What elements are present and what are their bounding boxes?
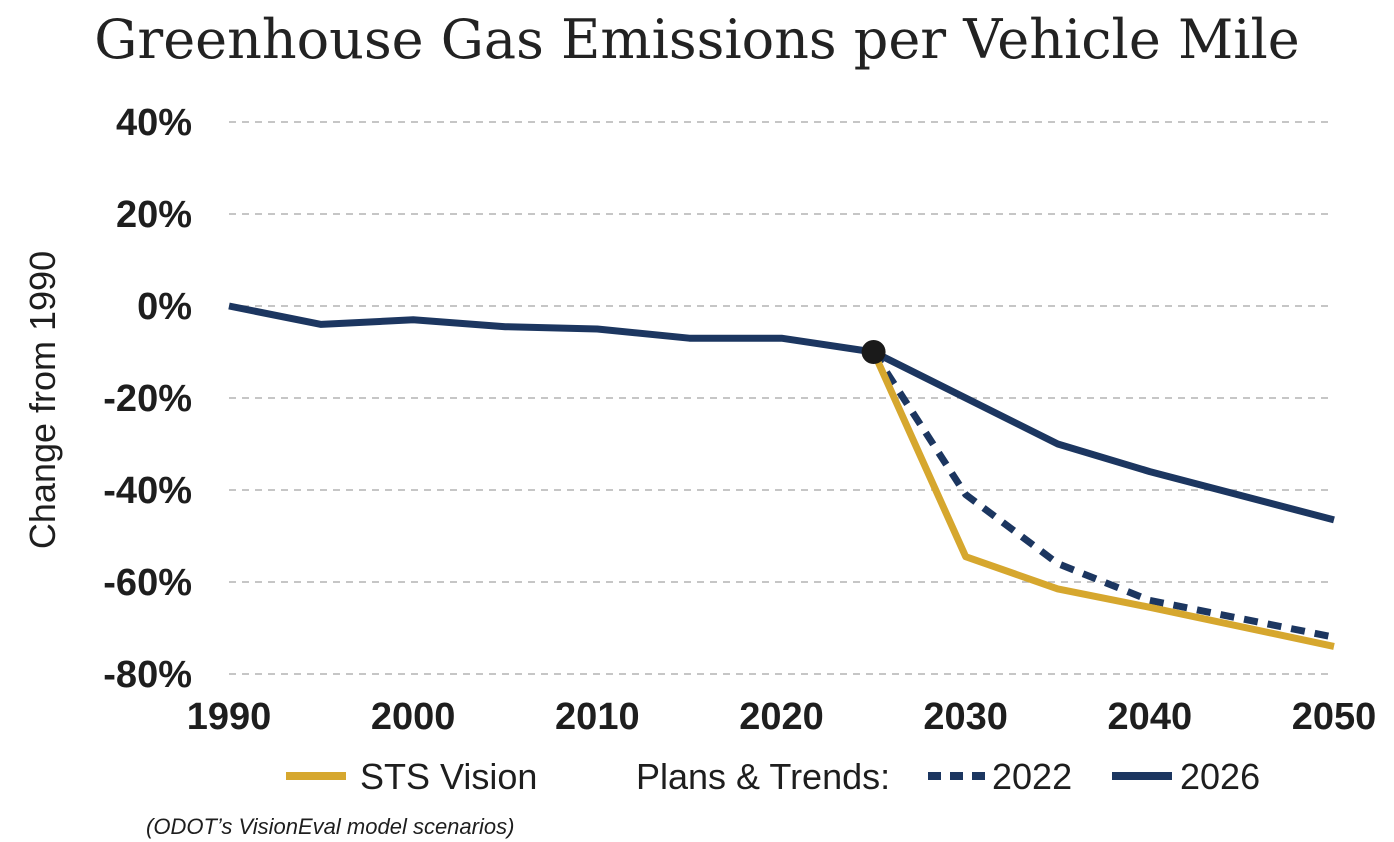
series-line-2026 (228, 302, 1335, 524)
x-tick-label: 2010 (555, 696, 640, 738)
y-tick-label: 20% (116, 194, 192, 236)
y-tick-label: -80% (103, 654, 192, 696)
y-tick-label: 0% (137, 286, 192, 328)
marker-point (861, 340, 886, 364)
legend-group-label: Plans & Trends: (636, 756, 890, 797)
x-tick-label: 2030 (923, 696, 1008, 738)
x-tick-label: 2000 (371, 696, 456, 738)
marker-layer (861, 340, 886, 364)
series-line-2022 (870, 350, 1335, 641)
legend-label-2022: 2022 (992, 756, 1072, 797)
series-lines (228, 302, 1335, 650)
y-axis-label: Change from 1990 (22, 251, 63, 549)
legend: STS Vision Plans & Trends: 2022 2026 (286, 756, 1260, 797)
x-tick-labels: 1990 2000 2010 2020 2030 2040 2050 (187, 696, 1377, 738)
x-tick-label: 2020 (739, 696, 824, 738)
x-tick-label: 2040 (1108, 696, 1193, 738)
chart-title: Greenhouse Gas Emissions per Vehicle Mil… (94, 8, 1299, 71)
y-tick-label: -40% (103, 470, 192, 512)
x-tick-label: 1990 (187, 696, 272, 738)
y-tick-label: -60% (103, 562, 192, 604)
legend-label-2026: 2026 (1180, 756, 1260, 797)
legend-label-sts-vision: STS Vision (360, 756, 537, 797)
y-tick-label: -20% (103, 378, 192, 420)
y-tick-labels: 40% 20% 0% -20% -40% -60% -80% (103, 102, 192, 696)
source-note: (ODOT’s VisionEval model scenarios) (146, 814, 514, 839)
y-tick-label: 40% (116, 102, 192, 144)
grid-lines (229, 121, 1334, 675)
x-tick-label: 2050 (1292, 696, 1377, 738)
series-line-sts-vision (870, 350, 1335, 650)
